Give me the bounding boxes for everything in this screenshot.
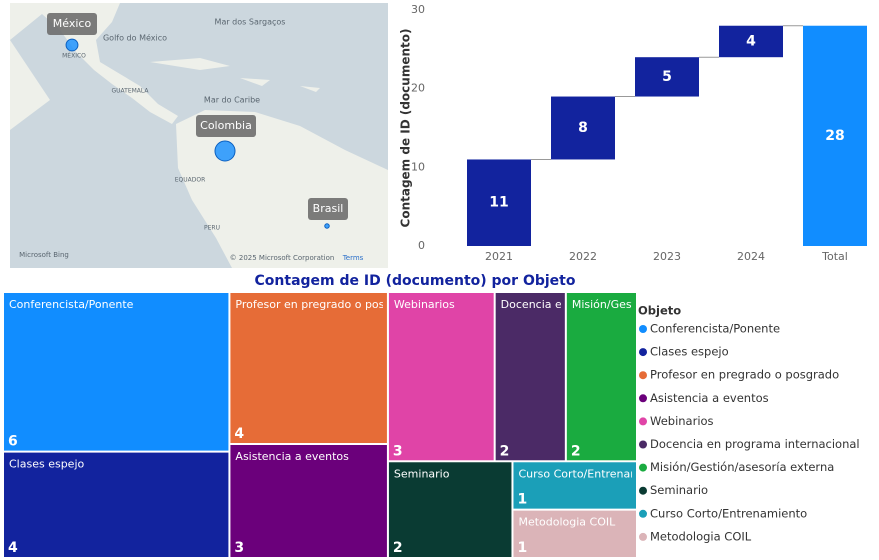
cell-value: 6 — [8, 434, 18, 450]
cell-label: Profesor en pregrado o posgrado — [235, 298, 416, 311]
legend-marker — [639, 325, 647, 333]
y-tick-label: 30 — [411, 3, 425, 16]
bar — [719, 25, 783, 58]
treemap-cell — [230, 293, 387, 443]
legend-label: Asistencia a eventos — [650, 391, 769, 405]
cell-label: Clases espejo — [9, 458, 85, 471]
y-tick-label: 20 — [411, 82, 425, 95]
y-axis-label: Contagem de ID (documento) — [399, 29, 413, 228]
map-callout — [196, 115, 256, 137]
map-callout — [47, 13, 97, 35]
legend-marker — [639, 348, 647, 357]
bar — [467, 159, 531, 246]
value-label: 11 — [489, 195, 508, 211]
x-tick-label: 2023 — [653, 250, 681, 263]
cell-label: Curso Corto/Entrenamiento — [518, 467, 669, 480]
bar — [803, 25, 867, 246]
legend-title: Objeto — [638, 304, 681, 318]
y-tick-label: 10 — [411, 160, 425, 173]
legend-label: Misión/Gestión/asesoría externa — [650, 460, 834, 474]
treemap-cell — [513, 510, 636, 557]
cell-label: Metodologia COIL — [518, 516, 616, 529]
legend-marker — [639, 371, 647, 380]
legend-marker — [639, 486, 647, 495]
x-tick-label: Total — [821, 250, 848, 263]
map-label: MÉXICO — [62, 52, 86, 60]
treemap-cell — [388, 462, 512, 557]
cell-value: 2 — [393, 540, 403, 556]
legend-label: Metodologia COIL — [650, 529, 752, 543]
cell-value: 3 — [393, 443, 403, 459]
legend-label: Curso Corto/Entrenamiento — [650, 506, 807, 520]
x-tick-label: 2021 — [485, 250, 513, 263]
legend-label: Profesor en pregrado o posgrado — [650, 368, 839, 382]
y-tick-label: 0 — [418, 239, 425, 252]
cell-label: Docencia en programa internacional — [501, 298, 702, 311]
cell-value: 4 — [8, 540, 18, 556]
cell-value: 3 — [234, 540, 244, 556]
legend-label: Seminario — [650, 483, 708, 497]
cell-label: Seminario — [394, 467, 450, 480]
treemap-cell — [513, 462, 636, 509]
map-label: Mar do Caribe — [204, 96, 260, 105]
legend-label: Webinarios — [650, 414, 714, 428]
map-location-label: Brasil — [313, 202, 344, 215]
x-tick-label: 2022 — [569, 250, 597, 263]
map-label: Mar dos Sargaços — [215, 18, 286, 27]
cell-value: 1 — [517, 540, 527, 556]
map-label: PERU — [204, 225, 220, 232]
map-label: GUATEMALA — [111, 88, 149, 95]
map-label: Microsoft Bing — [19, 251, 69, 259]
legend-label: Docencia en programa internacional — [650, 437, 860, 451]
treemap-cell — [495, 293, 565, 461]
cell-value: 2 — [571, 443, 581, 459]
cell-label: Webinarios — [394, 298, 455, 311]
value-label: 5 — [662, 69, 672, 85]
cell-value: 2 — [500, 443, 510, 459]
map-bubble — [214, 140, 236, 162]
treemap-cell — [566, 293, 636, 461]
treemap-cell — [4, 452, 229, 557]
treemap-cell — [4, 293, 229, 451]
map-location-label: Colombia — [200, 119, 252, 132]
legend-marker — [639, 532, 647, 541]
legend-marker — [639, 440, 647, 449]
treemap-cell — [388, 293, 494, 461]
bar — [635, 57, 699, 97]
map-callout — [308, 198, 348, 220]
value-label: 28 — [825, 128, 844, 144]
cell-label: Asistencia a eventos — [235, 450, 349, 463]
cell-label: Conferencista/Ponente — [9, 298, 134, 311]
treemap-title: Contagem de ID (documento) por Objeto — [255, 273, 576, 289]
map-islands — [150, 58, 320, 92]
treemap-cell — [230, 445, 387, 557]
legend-marker — [639, 509, 647, 518]
legend-label: Conferencista/Ponente — [650, 322, 780, 336]
bar — [551, 96, 615, 160]
map-label: Golfo do México — [103, 33, 167, 43]
legend-marker — [639, 417, 647, 426]
cell-value: 1 — [517, 492, 527, 508]
value-label: 4 — [746, 33, 756, 49]
map-land — [10, 40, 50, 130]
map-label: Terms — [342, 254, 364, 262]
map-bubble — [324, 223, 330, 229]
legend-marker — [639, 463, 647, 472]
legend-marker — [639, 394, 647, 403]
map-location-label: México — [53, 17, 92, 30]
cell-value: 4 — [234, 426, 244, 442]
legend-label: Clases espejo — [650, 345, 729, 359]
map-label: EQUADOR — [175, 177, 206, 184]
map-bubble — [65, 38, 79, 52]
x-tick-label: 2024 — [737, 250, 765, 263]
value-label: 8 — [578, 120, 588, 136]
map-label: © 2025 Microsoft Corporation — [230, 254, 335, 262]
map-land — [10, 3, 178, 124]
cell-label: Misión/Gestión/asesoría externa — [572, 298, 748, 311]
